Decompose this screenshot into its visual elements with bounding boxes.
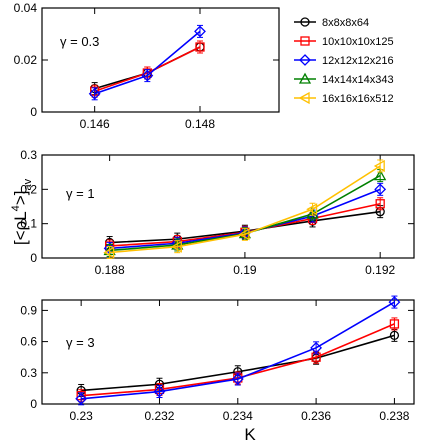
x-tick-label: 0.192 [365,263,395,277]
legend: 8x8x8x64 10x10x10x125 12x12x12x216 14x14x14… [294,17,394,105]
x-tick-label: 0.23 [69,409,93,423]
y-axis-title-subscript: av [22,178,34,190]
data-point [389,319,400,329]
legend-label: 10x10x10x125 [322,36,394,48]
legend-label: 12x12x12x216 [322,55,394,67]
legend-marker [300,17,310,27]
legend-marker [299,54,311,66]
x-tick-label: 0.236 [301,409,331,423]
data-point [153,385,166,398]
data-point [231,373,244,385]
y-axis-title-superscript: 4 [10,205,22,211]
y-tick-label: 0 [30,397,37,411]
x-tick-label: 0.234 [223,409,253,423]
data-point [373,159,385,173]
data-point [194,25,206,38]
legend-label: 16x16x16x512 [322,93,394,105]
svg-text:[<ρL4>]av: [<ρL4>]av [10,178,34,245]
y-tick-label: 0 [30,251,37,265]
data-point [103,246,115,259]
y-tick-label: 0.3 [20,148,37,162]
series-8x8x8x64 [76,328,400,397]
y-tick-label: 0.2 [20,182,37,196]
legend-item: 14x14x14x343 [294,72,394,86]
series-16x16x16x512 [103,159,385,260]
data-point [374,169,387,181]
y-tick-label: 0.1 [20,217,37,231]
panel-1: 0.146 0.148 0 0.02 0.04 γ = 0.3 [14,1,280,131]
x-tick-label: 0.148 [185,117,215,131]
x-tick-label: 0.188 [95,263,125,277]
gamma-annotation: γ = 1 [66,186,95,201]
data-point [310,341,323,354]
legend-item: 8x8x8x64 [294,17,369,29]
x-axis-title: K [244,425,256,444]
y-tick-label: 0.9 [20,303,37,317]
data-point [170,240,182,253]
y-tick-label: 0.3 [20,366,37,380]
data-point [388,296,401,308]
y-axis-title-main: [<ρL [11,211,30,245]
panel-2: 0.188 0.19 0.192 0 0.1 0.2 0.3 γ = 1 [20,148,415,277]
y-tick-label: 0 [30,105,37,119]
legend-item: 10x10x10x125 [294,36,394,48]
legend-marker [300,36,310,46]
legend-marker [298,91,310,105]
data-point [374,183,387,196]
data-point [141,69,154,82]
x-tick-label: 0.19 [233,263,257,277]
y-tick-label: 0.6 [20,335,37,349]
x-tick-label: 0.238 [379,409,409,423]
y-tick-label: 0.02 [14,53,38,67]
data-point [75,392,88,405]
data-point [195,42,205,52]
data-point [238,228,250,241]
legend-label: 8x8x8x64 [322,17,369,29]
series-12x12x12x216 [75,295,401,406]
y-tick-label: 0.04 [14,1,38,15]
gamma-annotation: γ = 0.3 [60,34,99,49]
plot-frame [41,154,415,259]
legend-item: 12x12x12x216 [294,54,394,67]
legend-marker [298,72,312,84]
plot-frame [41,299,415,405]
data-point [88,87,101,100]
y-axis-title-close: >] [11,191,30,206]
series-10x10x10x125 [76,317,400,403]
legend-label: 14x14x14x343 [322,74,394,86]
series-12x12x12x216 [88,24,206,101]
y-axis-title: [<ρL4>]av [10,178,34,245]
x-tick-label: 0.146 [80,117,110,131]
gamma-annotation: γ = 3 [66,335,95,350]
x-tick-label: 0.232 [144,409,174,423]
data-point [375,199,385,209]
legend-item: 16x16x16x512 [294,91,394,105]
panel-3: 0.23 0.232 0.234 0.236 0.238 0 0.3 0.6 0.9 γ = 3 [20,295,415,423]
plot-frame [41,7,280,113]
data-point [389,330,400,341]
data-point [306,203,318,216]
